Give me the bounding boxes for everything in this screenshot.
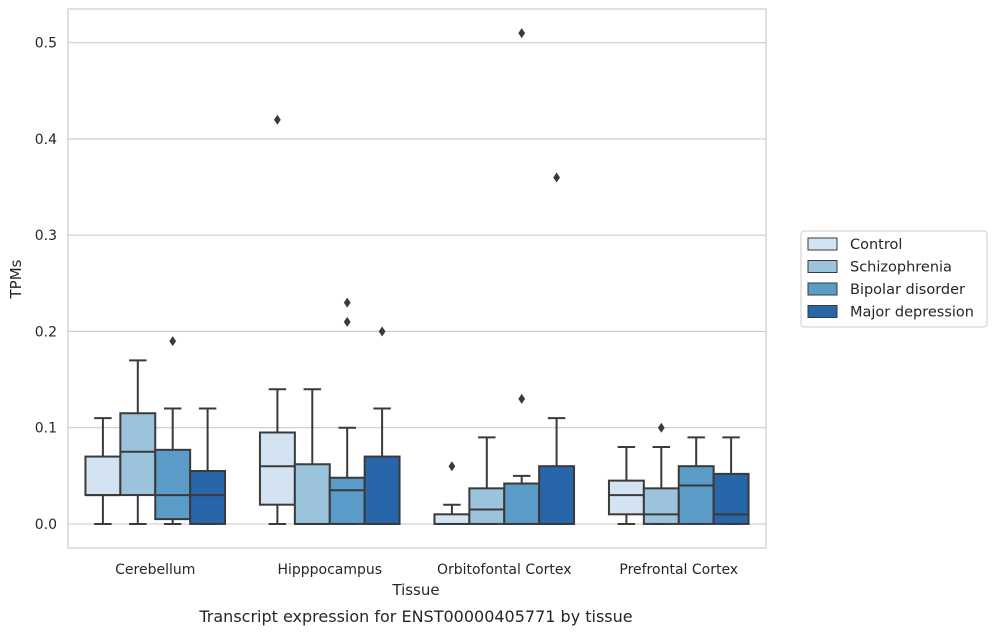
legend-label: Major depression xyxy=(850,305,974,321)
outlier-point xyxy=(518,28,526,39)
outlier-point xyxy=(274,114,281,125)
box-body xyxy=(642,487,680,525)
outlier-points-layer xyxy=(169,28,665,472)
box xyxy=(712,436,750,525)
box xyxy=(84,417,122,525)
x-axis-title: Tissue xyxy=(391,581,439,599)
box-body xyxy=(538,465,576,525)
box-body xyxy=(363,455,401,525)
series-control xyxy=(84,388,645,525)
y-tick-label: 0.5 xyxy=(35,36,57,52)
y-tick-label: 0.1 xyxy=(35,421,57,437)
box-body xyxy=(607,479,645,516)
outlier-point xyxy=(169,336,177,347)
box-body xyxy=(328,476,366,525)
legend: Control Schizophrenia Bipolar disorder Majo… xyxy=(800,230,988,328)
legend-item: Schizophrenia xyxy=(807,260,952,276)
box-series-layer xyxy=(84,359,750,525)
box-body xyxy=(154,448,192,521)
x-tick-label: Prefrontal Cortex xyxy=(619,562,738,578)
box xyxy=(258,388,296,525)
legend-swatch xyxy=(807,282,838,296)
box xyxy=(293,388,331,525)
plot-area-frame xyxy=(67,8,767,549)
y-axis-tick-labels: 0.0 0.1 0.2 0.3 0.4 0.5 xyxy=(35,36,57,533)
box xyxy=(433,503,471,525)
box-body xyxy=(433,513,471,525)
legend-items: Control Schizophrenia Bipolar disorder Majo… xyxy=(807,237,974,321)
outlier-point xyxy=(448,461,456,472)
legend-frame xyxy=(800,230,988,328)
box-body xyxy=(119,412,157,497)
box xyxy=(328,426,366,525)
box xyxy=(154,407,192,525)
legend-swatch xyxy=(807,237,838,251)
series-bipolar-disorder xyxy=(154,407,715,525)
outlier-point xyxy=(657,422,665,433)
box-body xyxy=(189,470,227,525)
outlier-point xyxy=(343,316,351,327)
x-tick-label: Hipppocampus xyxy=(277,562,382,578)
y-axis-title: TPMs xyxy=(7,259,25,299)
outlier-point xyxy=(553,172,560,183)
box xyxy=(538,417,576,525)
legend-item: Control xyxy=(807,237,902,253)
box-body xyxy=(84,455,122,497)
series-major-depression xyxy=(189,407,750,525)
legend-item: Major depression xyxy=(807,305,974,321)
legend-swatch xyxy=(807,305,838,318)
box xyxy=(642,445,680,525)
box-body xyxy=(293,463,331,525)
x-tick-label: Orbitofontal Cortex xyxy=(437,562,572,578)
legend-item: Bipolar disorder xyxy=(807,282,965,298)
x-tick-label: Cerebellum xyxy=(115,562,195,578)
y-tick-label: 0.4 xyxy=(35,132,57,148)
series-schizophrenia xyxy=(119,359,680,525)
box xyxy=(189,407,227,525)
y-tick-label: 0.3 xyxy=(35,228,57,244)
y-tick-label: 0.2 xyxy=(35,324,57,340)
box-body xyxy=(468,487,506,525)
legend-label: Bipolar disorder xyxy=(850,282,965,298)
legend-label: Schizophrenia xyxy=(850,260,952,276)
box xyxy=(677,436,715,525)
outlier-point xyxy=(343,297,351,308)
box-body xyxy=(258,431,296,506)
box xyxy=(503,474,541,525)
legend-swatch xyxy=(807,260,838,273)
box-body xyxy=(677,465,715,525)
box xyxy=(119,359,157,525)
box-body xyxy=(712,472,750,525)
legend-label: Control xyxy=(850,237,902,253)
box xyxy=(607,445,645,525)
chart-caption: Transcript expression for ENST0000040577… xyxy=(198,607,632,626)
outlier-point xyxy=(378,326,386,337)
outlier-point xyxy=(518,393,526,404)
box xyxy=(363,407,401,525)
box xyxy=(468,436,506,525)
x-axis-tick-labels: Cerebellum Hipppocampus Orbitofontal Corte… xyxy=(115,562,738,578)
y-tick-label: 0.0 xyxy=(35,517,57,533)
box-body xyxy=(503,482,541,525)
